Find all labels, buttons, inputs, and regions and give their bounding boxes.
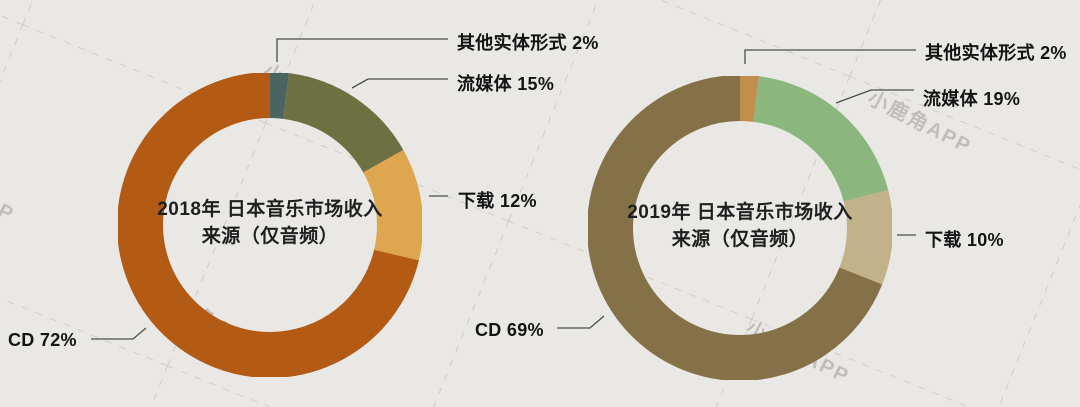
donut-chart-2018: 2018年 日本音乐市场收入 来源（仅音频） [118,73,422,377]
callout-other-physical-2018: 其他实体形式 2% [457,33,599,53]
callout-cd-2019: CD 69% [475,320,544,340]
callout-other-physical-2019: 其他实体形式 2% [925,43,1067,63]
title-line-1: 2018年 日本音乐市场收入 [157,198,383,220]
callout-download-2019: 下载 10% [925,230,1004,250]
donut-segment-下载 [588,76,892,380]
donut-center-title-2018: 2018年 日本音乐市场收入 来源（仅音频） [155,197,385,251]
title-line-2: 来源（仅音频） [671,228,809,250]
donut-segment-CD [118,73,422,377]
donut-segment-CD [588,76,892,380]
title-line-2: 来源（仅音频） [201,225,339,247]
callout-streaming-2018: 流媒体 15% [457,74,555,94]
callout-download-2018: 下载 12% [458,191,537,211]
donut-chart-2019: 2019年 日本音乐市场收入 来源（仅音频） [588,76,892,380]
callout-streaming-2019: 流媒体 19% [923,89,1021,109]
donut-center-title-2019: 2019年 日本音乐市场收入 来源（仅音频） [625,200,855,254]
callout-cd-2018: CD 72% [8,330,77,350]
donut-segment-下载 [118,73,422,377]
title-line-1: 2019年 日本音乐市场收入 [627,201,853,223]
